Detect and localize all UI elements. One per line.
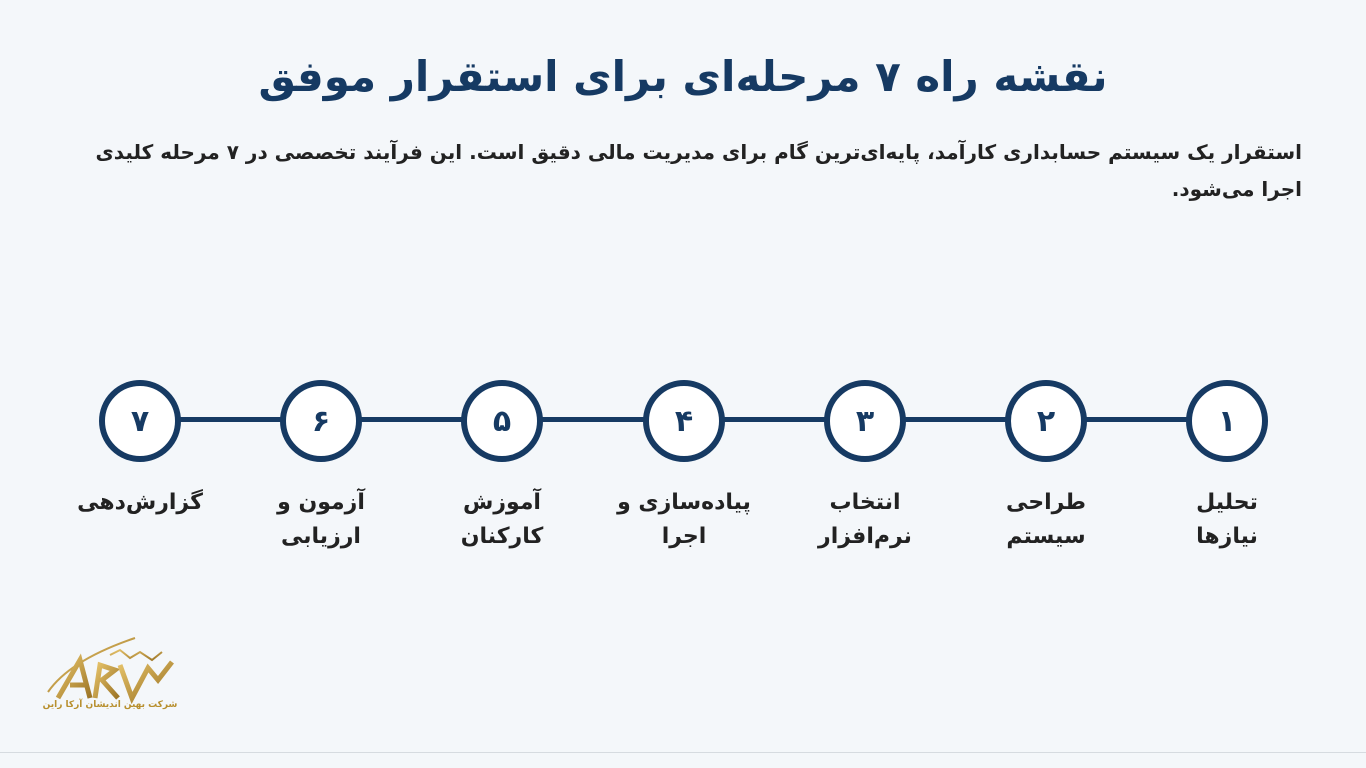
step-label: آموزش کارکنان: [460, 490, 544, 549]
company-logo-text: شرکت بهین اندیشان آرکا راین: [42, 700, 178, 710]
step-2: ۲ طراحی سیستم: [956, 380, 1136, 554]
step-number-circle: ۵: [461, 380, 543, 462]
step-6: ۶ آزمون و ارزیابی: [231, 380, 411, 554]
step-5: ۵ آموزش کارکنان: [412, 380, 592, 554]
company-logo: [47, 637, 174, 705]
step-7: ۷ گزارش‌دهی: [50, 380, 230, 520]
bottom-divider: [0, 752, 1366, 753]
step-label: پیاده‌سازی و اجرا: [617, 490, 751, 549]
step-label: طراحی سیستم: [1005, 490, 1087, 549]
step-number-circle: ۱: [1186, 380, 1268, 462]
step-number-circle: ۶: [280, 380, 362, 462]
step-3: ۳ انتخاب نرم‌افزار: [775, 380, 955, 554]
step-number-circle: ۴: [643, 380, 725, 462]
step-label: آزمون و ارزیابی: [277, 490, 365, 549]
page-description: استقرار یک سیستم حسابداری کارآمد، پایه‌ا…: [95, 140, 1302, 201]
step-label: گزارش‌دهی: [77, 490, 203, 515]
step-number-circle: ۳: [824, 380, 906, 462]
step-number-circle: ۷: [99, 380, 181, 462]
page-title: نقشه راه ۷ مرحله‌ای برای استقرار موفق: [258, 52, 1108, 101]
step-4: ۴ پیاده‌سازی و اجرا: [594, 380, 774, 554]
step-label: تحلیل نیازها: [1196, 490, 1258, 549]
step-label: انتخاب نرم‌افزار: [818, 490, 912, 549]
step-number-circle: ۲: [1005, 380, 1087, 462]
step-1: ۱ تحلیل نیازها: [1137, 380, 1317, 554]
